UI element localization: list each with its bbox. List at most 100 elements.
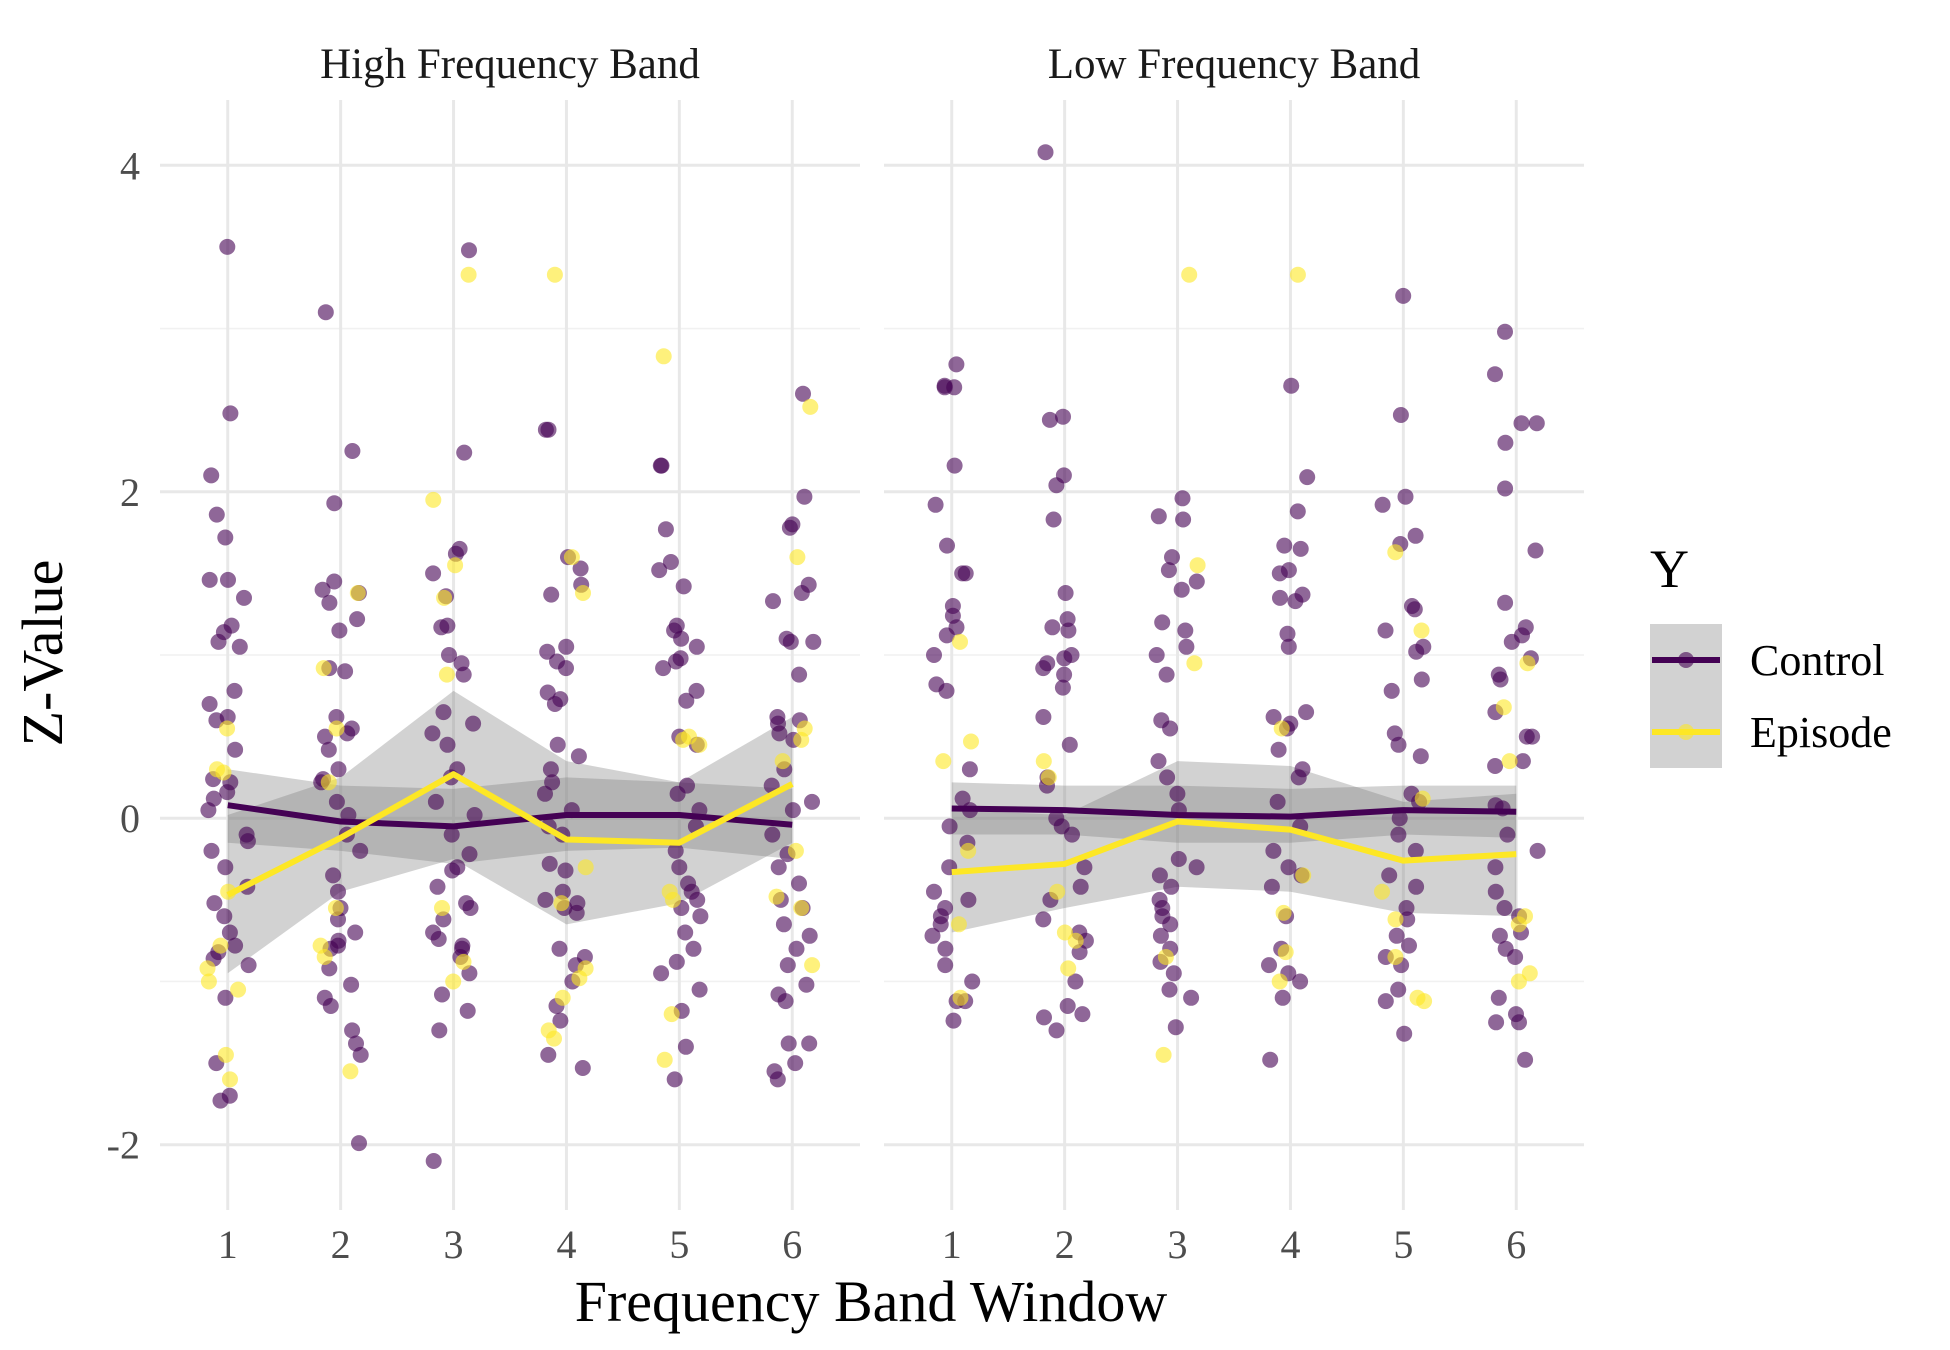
point-control (1390, 826, 1407, 843)
point-control (222, 405, 239, 422)
point-control (343, 976, 360, 993)
point-control (1407, 842, 1424, 859)
point-control (1398, 900, 1415, 916)
point-control (677, 1038, 694, 1055)
point-control (201, 571, 218, 588)
point-control (1269, 793, 1286, 810)
point-episode (1277, 944, 1294, 961)
point-episode (1275, 904, 1292, 921)
point-episode (219, 720, 236, 737)
point-episode (1067, 932, 1084, 949)
point-control (691, 981, 708, 998)
point-episode (1049, 883, 1066, 900)
point-control (1397, 488, 1414, 505)
point-control (200, 802, 217, 819)
point-control (805, 633, 822, 650)
point-control (574, 1060, 591, 1076)
point-control (668, 953, 685, 970)
point-control (927, 496, 944, 513)
point-control (937, 940, 954, 957)
point-control (1054, 679, 1071, 696)
point-control (1413, 671, 1430, 688)
point-control (1276, 537, 1293, 554)
point-control (439, 736, 456, 753)
point-control (801, 1035, 818, 1052)
point-control (1162, 916, 1179, 933)
point-episode (950, 916, 967, 933)
point-control (1167, 1019, 1184, 1036)
point-control (668, 653, 684, 670)
point-episode (675, 731, 692, 748)
point-control (1377, 622, 1394, 639)
y-tick-label: 2 (120, 470, 140, 515)
point-control (1067, 973, 1084, 990)
point-control (784, 802, 801, 819)
point-control (941, 818, 958, 835)
point-episode (768, 888, 785, 905)
point-control (1164, 549, 1180, 566)
x-tick-label: 1 (942, 1222, 962, 1267)
point-control (543, 586, 560, 603)
point-control (1391, 810, 1408, 827)
point-episode (546, 1030, 562, 1047)
point-control (1174, 490, 1191, 507)
point-episode (425, 491, 442, 508)
point-episode (575, 585, 591, 601)
point-episode (952, 633, 968, 650)
legend-title: Y (1650, 539, 1689, 599)
point-control (651, 562, 668, 579)
point-control (1279, 625, 1296, 642)
point-control (964, 973, 981, 990)
point-control (669, 785, 686, 802)
y-tick-label: -2 (107, 1123, 140, 1168)
point-control (539, 643, 556, 660)
point-episode (1387, 911, 1404, 928)
mean-line-control (951, 805, 1517, 820)
point-control (775, 916, 792, 933)
point-control (782, 633, 799, 650)
point-control (1154, 614, 1171, 631)
panel-title: Low Frequency Band (1048, 41, 1421, 88)
data-points (199, 238, 822, 1169)
x-tick-label: 6 (782, 1222, 802, 1267)
point-control (769, 1071, 786, 1088)
point-control (217, 859, 234, 876)
point-episode (460, 266, 477, 283)
point-control (212, 1092, 229, 1109)
point-control (771, 725, 788, 742)
point-control (938, 627, 955, 644)
x-tick-label: 4 (556, 1222, 576, 1267)
point-control (1262, 1051, 1279, 1068)
mean-line-episode (226, 771, 794, 898)
point-control (688, 638, 705, 655)
point-control (1148, 647, 1165, 663)
confidence-ribbons (227, 690, 793, 974)
point-control (788, 940, 805, 957)
point-control (1491, 927, 1508, 944)
point-episode (1060, 960, 1077, 977)
point-control (539, 684, 556, 701)
point-control (675, 578, 692, 595)
confidence-ribbons (951, 761, 1517, 933)
point-control (1529, 842, 1546, 859)
point-control (435, 704, 452, 721)
point-episode (315, 660, 332, 677)
point-episode (1035, 753, 1052, 770)
point-control (960, 891, 977, 908)
point-control (961, 761, 978, 778)
point-episode (1273, 720, 1290, 737)
point-control (1381, 867, 1398, 884)
point-control (1496, 900, 1513, 916)
point-control (1048, 1022, 1065, 1039)
point-control (1408, 878, 1425, 895)
point-control (325, 867, 342, 884)
point-control (537, 785, 553, 802)
point-episode (1501, 753, 1518, 770)
point-control (1059, 611, 1076, 628)
point-control (552, 1012, 569, 1029)
point-control (328, 709, 345, 725)
legend-label-episode: Episode (1750, 708, 1892, 757)
x-tick-label: 4 (1280, 1222, 1300, 1267)
point-episode (1495, 699, 1512, 716)
point-episode (436, 589, 453, 606)
